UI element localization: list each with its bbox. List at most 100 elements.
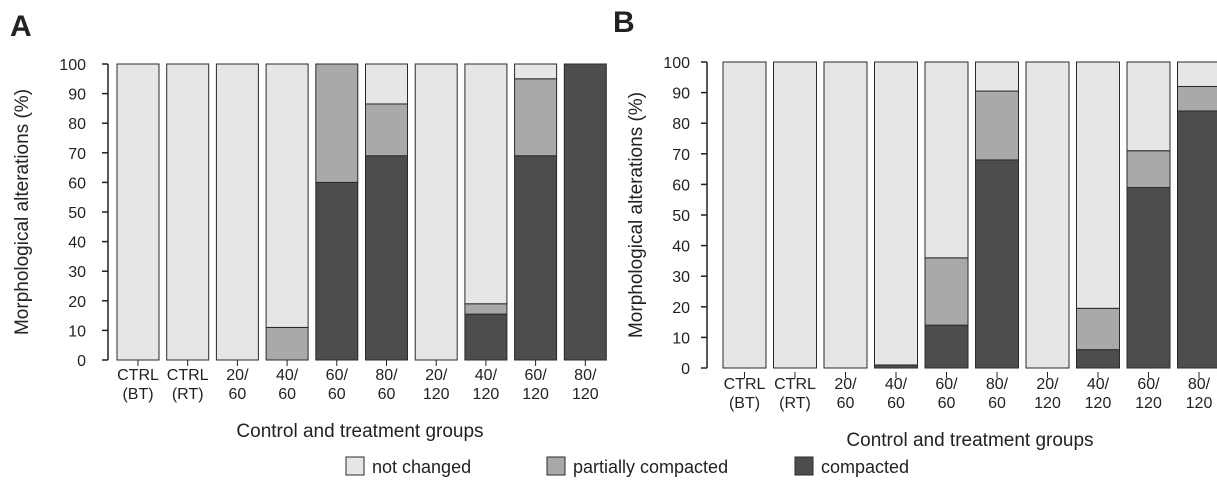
x-tick-label: 60 bbox=[229, 386, 247, 403]
y-tick-label: 100 bbox=[59, 57, 86, 74]
bar-segment-not-changed bbox=[215, 63, 259, 361]
bar-segment-compacted bbox=[1126, 186, 1171, 369]
y-tick-label: 30 bbox=[68, 264, 86, 281]
bar-segment-compacted bbox=[563, 63, 607, 361]
x-tick-label: 80/ bbox=[1188, 376, 1211, 393]
bar-segment-not-changed bbox=[1025, 61, 1070, 369]
panel-label: B bbox=[613, 6, 635, 39]
x-tick-label: 120 bbox=[1085, 395, 1112, 412]
y-tick-label: 80 bbox=[672, 116, 690, 133]
x-tick-label: 60/ bbox=[1137, 376, 1160, 393]
bar-segment-not-changed bbox=[773, 61, 817, 369]
y-tick-label: 70 bbox=[672, 147, 690, 164]
y-tick-label: 70 bbox=[68, 146, 86, 163]
x-tick-label: CTRL bbox=[724, 376, 766, 393]
bar-segment-not-changed bbox=[874, 61, 918, 366]
bar-segment-partially-compacted bbox=[265, 326, 309, 361]
x-axis-title: Control and treatment groups bbox=[846, 430, 1093, 451]
bar-segment-compacted bbox=[514, 155, 558, 361]
x-tick-label: 60 bbox=[938, 395, 956, 412]
y-tick-label: 10 bbox=[68, 323, 86, 340]
legend-label: compacted bbox=[821, 457, 909, 477]
x-tick-label: 40/ bbox=[276, 367, 299, 384]
x-tick-label: (BT) bbox=[729, 395, 760, 412]
x-tick-label: 60 bbox=[378, 386, 396, 403]
x-tick-label: 20/ bbox=[425, 367, 448, 384]
bar-segment-compacted bbox=[1177, 110, 1217, 369]
y-tick-label: 0 bbox=[681, 361, 690, 378]
y-tick-label: 100 bbox=[663, 55, 690, 72]
bar-segment-partially-compacted bbox=[1126, 150, 1171, 188]
x-tick-label: 20/ bbox=[1036, 376, 1059, 393]
x-tick-label: 20/ bbox=[834, 376, 857, 393]
bar-segment-not-changed bbox=[823, 61, 868, 369]
y-tick-label: 40 bbox=[672, 239, 690, 256]
y-tick-label: 60 bbox=[68, 175, 86, 192]
x-tick-label: 80/ bbox=[986, 376, 1009, 393]
x-tick-label: (RT) bbox=[172, 386, 204, 403]
y-tick-label: 50 bbox=[68, 205, 86, 222]
x-tick-label: 60 bbox=[328, 386, 346, 403]
bar-segment-not-changed bbox=[414, 63, 458, 361]
x-tick-label: 60 bbox=[278, 386, 296, 403]
y-tick-label: 20 bbox=[68, 294, 86, 311]
bar-segment-not-changed bbox=[722, 61, 767, 369]
x-tick-label: 60/ bbox=[326, 367, 349, 384]
bar-segment-not-changed bbox=[365, 63, 408, 105]
legend: not changed partially compacted compacted bbox=[345, 456, 909, 477]
bar-segment-partially-compacted bbox=[365, 103, 408, 157]
bar-segment-partially-compacted bbox=[464, 303, 508, 315]
y-tick-label: 10 bbox=[672, 330, 690, 347]
bar-segment-compacted bbox=[464, 313, 508, 361]
bar-segment-not-changed bbox=[924, 61, 969, 259]
bar-segment-partially-compacted bbox=[514, 78, 558, 157]
bar-segment-not-changed bbox=[1076, 61, 1120, 309]
bar-segment-partially-compacted bbox=[315, 63, 359, 183]
y-tick-label: 50 bbox=[672, 208, 690, 225]
legend-label: partially compacted bbox=[573, 457, 728, 477]
bar-segment-not-changed bbox=[975, 61, 1019, 92]
x-tick-label: (BT) bbox=[122, 386, 153, 403]
x-tick-label: 40/ bbox=[475, 367, 498, 384]
bar-segment-partially-compacted bbox=[975, 90, 1019, 161]
bar-segment-compacted bbox=[315, 181, 359, 361]
x-tick-label: 80/ bbox=[375, 367, 398, 384]
x-tick-label: 60 bbox=[837, 395, 855, 412]
bar-segment-compacted bbox=[975, 159, 1019, 369]
x-axis-title: Control and treatment groups bbox=[236, 421, 483, 442]
y-axis-title: Morphological alterations (%) bbox=[626, 92, 647, 338]
bar-segment-not-changed bbox=[116, 63, 160, 361]
panel-b-chart: B 0 10 20 30 40 50 60 70 80 90 100 Morphological alt… bbox=[613, 6, 1217, 451]
y-tick-label: 90 bbox=[68, 87, 86, 104]
x-tick-label: 120 bbox=[473, 386, 500, 403]
x-tick-label: (RT) bbox=[779, 395, 811, 412]
x-tick-label: 40/ bbox=[1087, 376, 1110, 393]
bar-segment-compacted bbox=[924, 324, 969, 369]
bar-segment-not-changed bbox=[265, 63, 309, 328]
y-tick-label: 20 bbox=[672, 300, 690, 317]
bar-segment-partially-compacted bbox=[924, 257, 969, 326]
legend-swatch-not-changed bbox=[345, 456, 365, 476]
bar-segment-not-changed bbox=[1126, 61, 1171, 152]
legend-label: not changed bbox=[372, 457, 471, 477]
x-tick-label: 120 bbox=[572, 386, 599, 403]
y-tick-label: 60 bbox=[672, 177, 690, 194]
x-tick-label: CTRL bbox=[167, 367, 209, 384]
x-tick-label: 60 bbox=[887, 395, 905, 412]
x-tick-label: 20/ bbox=[226, 367, 249, 384]
x-tick-label: 80/ bbox=[574, 367, 597, 384]
bar-segment-partially-compacted bbox=[1177, 85, 1217, 112]
x-tick-label: 120 bbox=[1186, 395, 1213, 412]
legend-swatch-partially-compacted bbox=[546, 456, 566, 476]
bar-segment-compacted bbox=[365, 155, 408, 361]
panel-a-chart: A 0 10 20 30 40 50 60 70 80 90 100 Morphological alt… bbox=[10, 10, 607, 442]
bar-segment-not-changed bbox=[1177, 61, 1217, 87]
x-tick-label: CTRL bbox=[117, 367, 159, 384]
x-tick-label: 60 bbox=[988, 395, 1006, 412]
x-tick-label: 40/ bbox=[885, 376, 908, 393]
y-tick-label: 90 bbox=[672, 86, 690, 103]
y-axis-title: Morphological alterations (%) bbox=[12, 89, 33, 335]
x-tick-label: 120 bbox=[423, 386, 450, 403]
x-tick-label: CTRL bbox=[774, 376, 816, 393]
